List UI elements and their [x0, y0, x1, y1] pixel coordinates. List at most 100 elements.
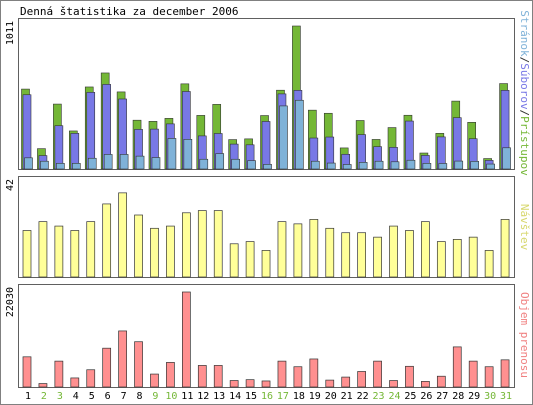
day-label: 12 — [197, 391, 209, 402]
bandwidth-bar — [341, 376, 351, 388]
pages-bar — [103, 154, 113, 170]
bandwidth-bar — [468, 360, 478, 388]
bandwidth-bar — [500, 359, 510, 388]
day-label: 15 — [245, 391, 257, 402]
files-bar — [261, 121, 271, 170]
visits-panel-max-label: 42 — [5, 179, 16, 191]
visits-bar — [389, 225, 398, 278]
pages-bar — [486, 163, 495, 170]
files-bar — [54, 125, 64, 170]
pages-bar — [199, 158, 209, 170]
visits-bar — [54, 225, 64, 278]
visits-bar — [357, 232, 366, 278]
bandwidth-bar — [213, 365, 223, 388]
ylabel-part: Súborov — [518, 63, 531, 110]
pages-bar — [119, 154, 129, 170]
day-label: 14 — [229, 391, 241, 402]
visits-bar — [436, 241, 446, 278]
visits-bar — [277, 221, 287, 278]
bandwidth-bar — [150, 373, 159, 388]
pages-bar — [390, 161, 400, 170]
visits-bar — [182, 212, 191, 278]
bandwidth-bar — [452, 346, 462, 388]
bandwidth-panel-ylabel: Objem prenosu — [518, 292, 531, 378]
pages-bar — [502, 147, 511, 170]
visits-panel-ylabel: Návštev — [518, 204, 531, 251]
day-label: 26 — [420, 391, 432, 402]
day-label: 8 — [137, 391, 143, 402]
day-label: 5 — [89, 391, 95, 402]
visits-bar — [22, 230, 32, 278]
visits-bar — [38, 221, 48, 278]
pages-bar — [326, 162, 336, 170]
day-label: 10 — [165, 391, 177, 402]
bandwidth-bar — [118, 330, 127, 388]
day-label: 21 — [341, 391, 353, 402]
bandwidth-bar — [229, 380, 239, 388]
pages-bar — [470, 161, 479, 170]
pages-bar — [263, 164, 272, 170]
pages-bar — [135, 155, 145, 170]
visits-bar — [166, 225, 175, 278]
visits-bar — [500, 219, 510, 278]
visits-bar — [134, 214, 143, 278]
day-label: 24 — [388, 391, 400, 402]
day-label: 20 — [325, 391, 337, 402]
pages-bar — [454, 160, 464, 170]
visits-bar — [452, 239, 462, 278]
visits-bar — [197, 210, 207, 278]
pages-bar — [247, 160, 256, 170]
day-label: 18 — [293, 391, 305, 402]
pages-bar — [151, 157, 161, 170]
bandwidth-bar — [293, 366, 303, 388]
pages-bar — [374, 160, 384, 170]
pages-bar — [342, 164, 352, 170]
day-label: 30 — [484, 391, 496, 402]
bandwidth-bar — [357, 371, 366, 388]
day-label: 2 — [41, 391, 47, 402]
bandwidth-bar — [22, 356, 32, 388]
day-label: 6 — [105, 391, 111, 402]
day-label: 13 — [213, 391, 225, 402]
visits-bar — [468, 236, 478, 278]
day-label: 16 — [261, 391, 273, 402]
bandwidth-bar — [182, 291, 191, 388]
bandwidth-bar — [484, 366, 494, 388]
day-label: 11 — [181, 391, 193, 402]
visits-bar — [325, 227, 335, 278]
bandwidth-bar — [389, 380, 398, 388]
visits-bar — [484, 250, 494, 278]
bandwidth-bar — [197, 365, 207, 388]
day-label: 25 — [404, 391, 416, 402]
visits-panel-frame — [18, 176, 515, 278]
visits-bar — [373, 236, 382, 278]
pages-bar — [406, 159, 416, 170]
bandwidth-panel-max-label: 22030 — [5, 287, 16, 317]
bandwidth-bar — [261, 380, 271, 388]
bandwidth-bar — [102, 347, 112, 388]
pages-bar — [183, 138, 193, 170]
day-label: 19 — [309, 391, 321, 402]
pages-bar — [72, 163, 81, 170]
day-label: 9 — [152, 391, 158, 402]
bandwidth-bar — [86, 369, 96, 388]
visits-bar — [405, 230, 414, 278]
day-label: 22 — [357, 391, 369, 402]
pages-bar — [311, 160, 320, 170]
bandwidth-bar — [245, 379, 255, 388]
day-label: 3 — [57, 391, 63, 402]
bandwidth-panel-frame — [18, 284, 515, 388]
ylabel-part: Prístupov — [518, 116, 531, 176]
pages-bar — [56, 163, 65, 170]
bandwidth-bar — [436, 375, 446, 388]
visits-bar — [150, 227, 159, 278]
bandwidth-bar — [421, 381, 430, 388]
day-label: 7 — [121, 391, 127, 402]
pages-bar — [40, 160, 49, 170]
day-label: 4 — [73, 391, 79, 402]
visits-bar — [102, 203, 112, 278]
visits-bar — [309, 219, 319, 278]
bandwidth-bar — [166, 362, 175, 388]
bandwidth-bar — [134, 341, 143, 388]
